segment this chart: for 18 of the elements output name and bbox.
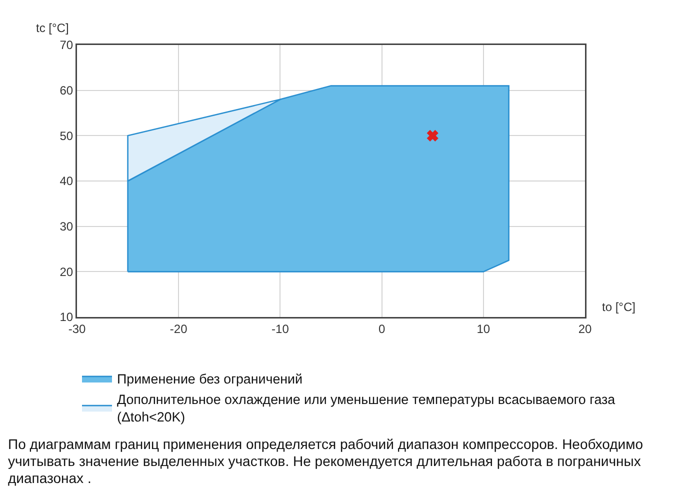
legend-label: Применение без ограничений [117,372,303,387]
x-axis-title: to [°C] [602,300,636,314]
y-tick-label: 50 [60,128,74,143]
x-tick-label: -30 [68,322,86,336]
y-tick-label: 70 [60,38,74,52]
y-tick-label: 10 [60,310,74,324]
x-tick-label: 20 [578,322,592,336]
text: По диаграммам границ применения определяется рабочий диапазон компрессоров. Необходимо учитывать значение выделенных участков. Не рекомендуется длительная работа в пограничных диапазонах . [8,436,644,487]
y-tick-label: 60 [60,84,74,98]
y-axis-title: tc [°C] [36,21,69,35]
y-tick-label: 30 [60,220,74,234]
x-tick-label: -10 [272,322,290,336]
x-tick-label: -20 [170,322,188,336]
legend-label: Дополнительное охлаждение или уменьшение температуры всасываемого газа (Δtoh<20K) [117,392,616,425]
y-tick-label: 40 [60,174,74,188]
x-tick-label: 0 [378,322,386,336]
y-tick-label: 20 [60,264,74,279]
x-tick-label: 10 [476,322,490,336]
